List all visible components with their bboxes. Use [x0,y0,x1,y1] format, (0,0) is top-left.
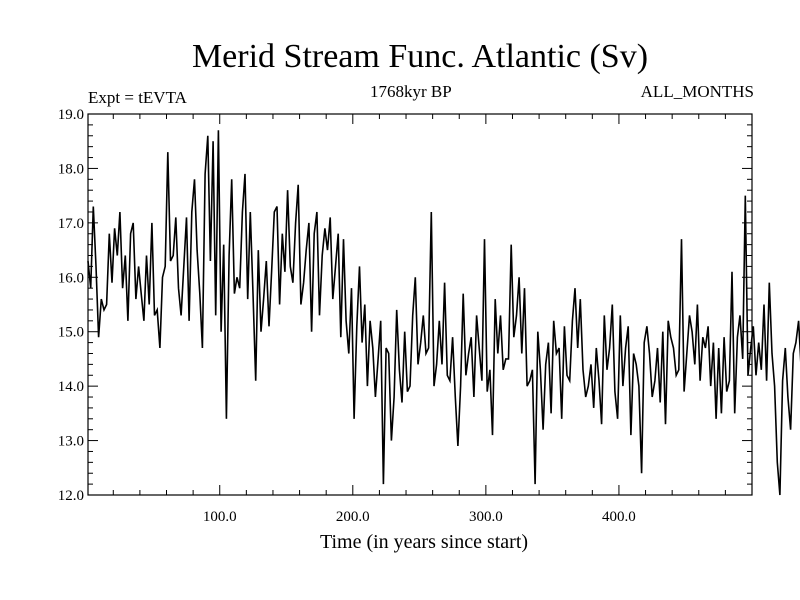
series-line [87,130,800,496]
chart-title: Merid Stream Func. Atlantic (Sv) [191,38,649,75]
plot-frame [87,113,753,496]
period-label: 1768kyr BP [370,82,452,101]
x-axis-label: Time (in years since start) [320,531,528,553]
x-tick-label: 400.0 [602,509,636,525]
experiment-label: Expt = tEVTA [88,88,187,107]
y-tick-label: 14.0 [58,379,84,395]
y-tick-label: 16.0 [58,270,84,286]
y-tick-label: 17.0 [58,216,84,232]
y-axis: 12.0 13.0 14.0 15.0 16.0 17.0 18.0 19.0 [58,107,752,504]
x-tick-label: 200.0 [336,509,370,525]
y-tick-label: 13.0 [58,434,84,450]
x-tick-label: 100.0 [203,509,237,525]
y-tick-label: 15.0 [58,325,84,341]
y-tick-label: 18.0 [58,161,84,177]
x-tick-label: 300.0 [469,509,503,525]
y-tick-label: 12.0 [58,488,84,504]
months-label: ALL_MONTHS [640,82,754,101]
x-axis: 100.0 200.0 300.0 400.0 [112,114,726,525]
y-tick-label: 19.0 [58,107,84,123]
